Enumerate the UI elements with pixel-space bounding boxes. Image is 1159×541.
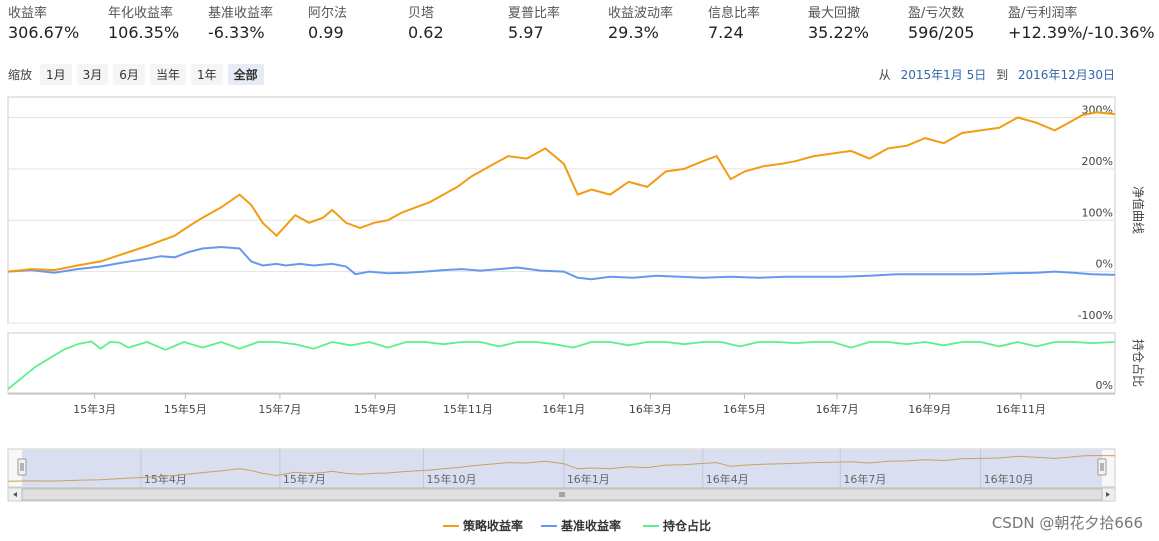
stat-value: 106.35% [108, 23, 180, 42]
stats-bar: 收益率 306.67% 年化收益率 106.35% 基准收益率 -6.33% 阿尔法 0.99… [0, 0, 1159, 48]
scroll-right-arrow-icon[interactable] [1106, 492, 1110, 497]
stat-7: 信息比率 7.24 [708, 6, 760, 44]
stat-value: -6.33% [208, 23, 265, 42]
main-axis-title: 净值曲线 [1131, 186, 1146, 234]
stat-value: 29.3% [608, 23, 659, 42]
stat-1: 年化收益率 106.35% [108, 6, 179, 44]
main-panel-frame [7, 96, 1116, 324]
navigator-selection [22, 450, 1102, 486]
navigator-tick-label: 16年7月 [843, 472, 886, 486]
x-tick-label: 15年11月 [443, 402, 493, 416]
stat-label: 收益波动率 [608, 6, 674, 21]
x-tick-label: 16年5月 [723, 402, 766, 416]
stat-label: 信息比率 [708, 6, 761, 21]
x-tick-label: 16年1月 [542, 402, 585, 416]
navigator-tick-label: 15年4月 [144, 472, 187, 486]
zoom-button[interactable]: 当年 [149, 63, 186, 85]
navigator-series-line [7, 454, 1116, 482]
stat-value: 0.99 [308, 23, 344, 42]
zoom-button[interactable]: 6月 [113, 63, 145, 85]
navigator-right-handle[interactable] [1097, 458, 1107, 476]
legend-item[interactable]: 持仓占比 [643, 518, 711, 533]
stat-8: 最大回撤 35.22% [808, 6, 869, 44]
date-range: 从 2015年1月 5日 到 2016年12月30日 [873, 66, 1115, 83]
position-panel-frame [7, 332, 1116, 394]
stat-label: 夏普比率 [508, 6, 561, 21]
stat-value: 596/205 [908, 23, 975, 42]
navigator-left-handle[interactable] [17, 458, 27, 476]
range-from-label: 从 [878, 68, 891, 82]
series-position-line [7, 340, 1116, 390]
zoom-label: 缩放 [8, 67, 33, 82]
zoom-button[interactable]: 3月 [76, 63, 109, 85]
navigator-tick-label: 15年7月 [283, 472, 326, 486]
stat-2: 基准收益率 -6.33% [208, 6, 273, 44]
zoom-button[interactable]: 全部 [227, 63, 264, 85]
stat-label: 最大回撤 [808, 6, 861, 21]
y-tick-label: 200% [1082, 155, 1113, 168]
range-to-input[interactable]: 2016年12月30日 [1017, 68, 1115, 82]
x-tick-label: 16年9月 [908, 402, 951, 416]
scroll-left-arrow-icon[interactable] [13, 492, 17, 497]
series-strategy-line [7, 111, 1116, 273]
zoom-button[interactable]: 1月 [40, 63, 72, 85]
zoom-button[interactable]: 1年 [190, 63, 223, 85]
navigator-tick-label: 16年1月 [567, 472, 610, 486]
legend-item[interactable]: 策略收益率 [443, 518, 523, 533]
x-tick-label: 15年9月 [354, 402, 397, 416]
legend-label: 基准收益率 [560, 518, 621, 533]
watermark: CSDN @朝花夕拾666 [991, 514, 1143, 532]
stat-value: 306.67% [8, 23, 80, 42]
position-axis-title: 持仓占比 [1131, 339, 1146, 387]
stat-4: 贝塔 0.62 [408, 6, 444, 44]
x-tick-label: 16年11月 [996, 402, 1046, 416]
stat-value: 5.97 [508, 23, 544, 42]
stat-label: 盈/亏利润率 [1008, 6, 1078, 21]
stat-label: 盈/亏次数 [908, 6, 965, 21]
stat-label: 年化收益率 [108, 6, 174, 21]
legend-label: 持仓占比 [663, 518, 711, 533]
legend-item[interactable]: 基准收益率 [541, 518, 621, 533]
stat-label: 阿尔法 [308, 6, 348, 21]
y-tick-label: -100% [1078, 309, 1113, 322]
navigator-tick-label: 16年4月 [706, 472, 749, 486]
x-tick-label: 16年7月 [816, 402, 859, 416]
stat-label: 基准收益率 [208, 6, 274, 21]
stat-value: 7.24 [708, 23, 744, 42]
range-from-input[interactable]: 2015年1月 5日 [900, 68, 987, 82]
stat-3: 阿尔法 0.99 [308, 6, 347, 44]
stat-value: 0.62 [408, 23, 444, 42]
stat-label: 收益率 [8, 6, 48, 21]
navigator-tick-label: 15年10月 [426, 472, 476, 486]
stat-value: 35.22% [808, 23, 870, 42]
x-tick-label: 15年7月 [258, 402, 301, 416]
stat-label: 贝塔 [408, 6, 435, 21]
stat-0: 收益率 306.67% [8, 6, 79, 44]
stat-6: 收益波动率 29.3% [608, 6, 673, 44]
stat-value: +12.39%/-10.36% [1008, 23, 1155, 42]
stat-9: 盈/亏次数 596/205 [908, 6, 974, 44]
x-tick-label: 16年3月 [629, 402, 672, 416]
navigator-tick-label: 16年10月 [984, 472, 1034, 486]
y-tick-label: 100% [1082, 206, 1113, 219]
range-to-label: 到 [996, 68, 1009, 82]
legend-label: 策略收益率 [463, 518, 523, 533]
y-tick-label: 0% [1096, 258, 1113, 271]
stat-10: 盈/亏利润率 +12.39%/-10.36% [1008, 6, 1155, 44]
zoom-selector: 缩放 1月 3月 6月 当年 1年 全部 [8, 63, 269, 85]
position-tick-label: 0% [1096, 379, 1113, 392]
x-tick-label: 15年3月 [73, 402, 116, 416]
x-tick-label: 15年5月 [164, 402, 207, 416]
stat-5: 夏普比率 5.97 [508, 6, 560, 44]
series-benchmark-line [7, 245, 1116, 281]
